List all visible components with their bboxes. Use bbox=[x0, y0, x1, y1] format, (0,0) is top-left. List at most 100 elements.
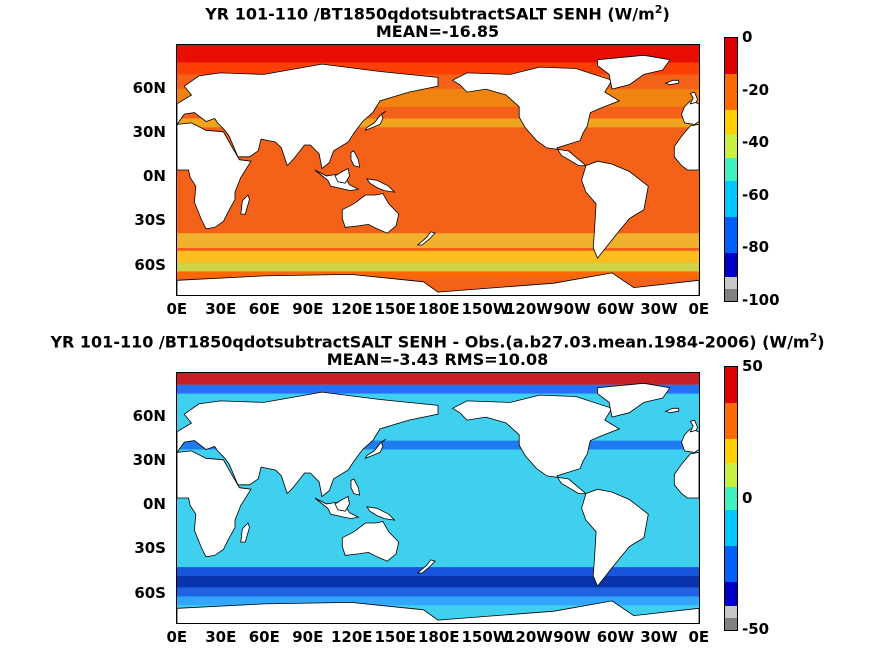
lon-tick-label: 90E bbox=[292, 628, 324, 646]
bottom-map-panel bbox=[176, 372, 700, 624]
colorbar-segment bbox=[725, 241, 737, 254]
land-philippines bbox=[350, 478, 361, 496]
lat-tick-label: 60N bbox=[132, 79, 166, 98]
land-new-zealand bbox=[416, 559, 436, 574]
land-south-america bbox=[581, 160, 649, 259]
colorbar-segment bbox=[725, 510, 737, 523]
lon-tick-label: 120W bbox=[505, 628, 553, 646]
land-antarctica bbox=[177, 272, 699, 295]
land-new-zealand bbox=[416, 231, 436, 246]
lon-tick-label: 0E bbox=[688, 628, 710, 646]
colorbar-tick-label: 0 bbox=[742, 488, 753, 507]
land-australia bbox=[341, 193, 400, 234]
colorbar-segment bbox=[725, 121, 737, 135]
top-chart-subtitle: MEAN=-16.85 bbox=[375, 22, 500, 41]
land-new-guinea bbox=[366, 178, 396, 193]
field-band bbox=[177, 567, 699, 576]
lon-tick-label: 30W bbox=[640, 628, 678, 646]
land-borneo bbox=[334, 167, 350, 184]
colorbar-segment bbox=[725, 594, 737, 607]
colorbar-tick-label: -50 bbox=[742, 620, 770, 638]
lon-tick-label: 60E bbox=[248, 300, 280, 318]
land-eurasia bbox=[177, 391, 439, 498]
land-north-america bbox=[451, 394, 621, 494]
colorbar-segment bbox=[725, 474, 737, 488]
land-indonesia bbox=[314, 497, 360, 520]
top-map-panel bbox=[176, 44, 700, 296]
lon-tick-label: 0E bbox=[166, 628, 188, 646]
colorbar-segment bbox=[725, 229, 737, 242]
field-band bbox=[177, 262, 699, 272]
colorbar-segment bbox=[725, 462, 737, 476]
colorbar-segment bbox=[725, 193, 737, 206]
field-band bbox=[177, 45, 699, 63]
land-japan bbox=[364, 438, 387, 460]
colorbar-segment bbox=[725, 97, 737, 111]
lon-tick-label: 60W bbox=[596, 628, 635, 646]
colorbar-segment bbox=[725, 414, 737, 428]
land-iceland bbox=[664, 407, 680, 414]
colorbar-tick-label: -20 bbox=[742, 80, 770, 99]
colorbar-segment bbox=[725, 402, 737, 416]
field-band bbox=[177, 587, 699, 597]
land-borneo bbox=[334, 495, 350, 512]
colorbar-tick-label: 0 bbox=[742, 28, 753, 46]
lat-tick-label: 60N bbox=[132, 407, 166, 426]
land-south-america bbox=[581, 488, 649, 587]
colorbar-segment bbox=[725, 265, 737, 278]
colorbar-missing-segment bbox=[725, 618, 737, 631]
colorbar-tick-label: 50 bbox=[742, 357, 763, 375]
lon-tick-label: 30E bbox=[205, 300, 237, 318]
land-australia bbox=[341, 521, 400, 562]
colorbar-segment bbox=[725, 546, 737, 559]
land-north-america bbox=[451, 66, 621, 166]
field-band bbox=[177, 233, 699, 248]
colorbar-segment bbox=[725, 367, 737, 380]
lon-tick-label: 150W bbox=[461, 628, 510, 646]
colorbar-missing-segment bbox=[725, 289, 737, 302]
bottom-colorbar bbox=[724, 366, 738, 631]
lat-tick-label: 0N bbox=[143, 167, 166, 186]
colorbar-segment bbox=[725, 181, 737, 194]
lat-tick-label: 60S bbox=[134, 255, 166, 274]
lon-tick-label: 150E bbox=[374, 300, 417, 318]
colorbar-segment bbox=[725, 109, 737, 123]
lon-tick-label: 120E bbox=[331, 628, 373, 646]
colorbar-segment bbox=[725, 205, 737, 218]
colorbar-segment bbox=[725, 390, 737, 404]
top-colorbar bbox=[724, 37, 738, 302]
land-madagascar bbox=[240, 194, 250, 215]
colorbar-segment bbox=[725, 378, 737, 392]
lon-tick-label: 60E bbox=[248, 628, 280, 646]
land-africa-west bbox=[673, 451, 699, 499]
land-africa bbox=[177, 450, 252, 558]
land-indonesia bbox=[314, 169, 360, 192]
lat-tick-label: 0N bbox=[143, 495, 166, 514]
lon-tick-label: 90W bbox=[553, 628, 591, 646]
field-band bbox=[177, 62, 699, 75]
top-map-svg bbox=[177, 45, 699, 295]
colorbar-segment bbox=[725, 38, 737, 51]
colorbar-segment bbox=[725, 73, 737, 87]
land-japan bbox=[364, 110, 387, 132]
field-band bbox=[177, 271, 699, 278]
field-band bbox=[177, 384, 699, 394]
lon-tick-label: 0E bbox=[166, 300, 188, 318]
colorbar-segment bbox=[725, 133, 737, 147]
lat-tick-label: 30N bbox=[132, 123, 166, 142]
land-greenland bbox=[597, 54, 671, 90]
colorbar-tick-label: -100 bbox=[742, 291, 780, 309]
field-band bbox=[177, 118, 699, 128]
lon-tick-label: 30E bbox=[205, 628, 237, 646]
field-band bbox=[177, 575, 699, 588]
lon-tick-label: 180E bbox=[418, 628, 460, 646]
land-africa-west bbox=[673, 123, 699, 171]
colorbar-tick-label: -60 bbox=[742, 185, 770, 204]
colorbar-segment bbox=[725, 498, 737, 511]
top-chart-title: YR 101-110 /BT1850qdotsubtractSALT SENH … bbox=[205, 3, 670, 24]
land-iceland bbox=[664, 79, 680, 86]
lon-tick-label: 30W bbox=[640, 300, 678, 318]
lon-tick-label: 60W bbox=[596, 300, 635, 318]
colorbar-segment bbox=[725, 486, 737, 499]
land-greenland bbox=[597, 382, 671, 418]
